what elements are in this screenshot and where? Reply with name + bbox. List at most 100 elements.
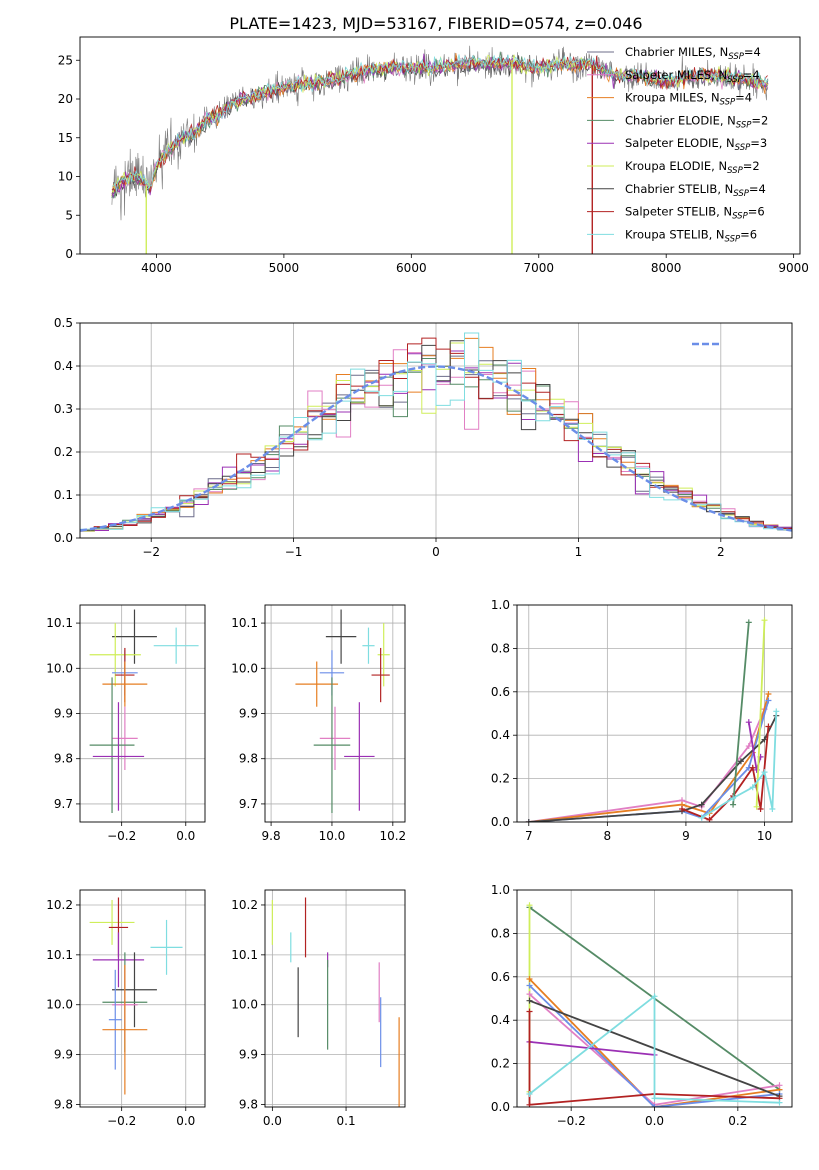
legend-label-sub: SSP — [727, 166, 743, 176]
plus-marker — [737, 758, 744, 765]
plus-marker — [526, 1090, 533, 1097]
plus-marker — [745, 619, 752, 626]
legend-label-sub: SSP — [725, 234, 741, 244]
legend-label-sub: SSP — [728, 52, 744, 62]
plus-marker — [525, 819, 532, 822]
legend-label-sub: SSP — [735, 143, 751, 153]
legend-label-text: Salpeter MILES, N — [625, 68, 727, 82]
legend-label: Salpeter ELODIE, NSSP=3 — [625, 136, 767, 153]
legend-label-n: =4 — [735, 91, 752, 105]
plus-marker — [730, 795, 737, 802]
x-tick-label: 0.1 — [337, 1114, 356, 1128]
legend-label-text: Kroupa STELIB, N — [625, 227, 725, 241]
x-tick-label: 9 — [682, 829, 690, 843]
panel-mass-vs-metallicity: −0.2 0.0 9.8 9.9 10.0 10.1 10.2 — [46, 889, 206, 1128]
plot-area — [111, 45, 769, 254]
legend-label-sub: SSP — [720, 98, 736, 108]
plus-marker — [698, 801, 705, 808]
histogram-kroupa-stelib — [80, 332, 792, 531]
plot-area — [89, 609, 199, 813]
y-tick-label: 9.7 — [239, 797, 258, 811]
plus-marker — [526, 1008, 533, 1015]
legend-label-text: Kroupa ELODIE, N — [625, 159, 727, 173]
y-tick-label: 10.0 — [231, 998, 258, 1012]
y-tick-label: 0.4 — [491, 728, 510, 742]
legend-label: Chabrier MILES, NSSP=4 — [625, 45, 761, 62]
plus-marker — [679, 805, 685, 812]
plus-marker — [757, 805, 764, 812]
plus-marker — [749, 764, 756, 771]
x-tick-label: 0.0 — [176, 1114, 195, 1128]
y-tick-label: 9.8 — [54, 752, 73, 766]
mass-weight-line — [701, 711, 778, 819]
axes-frame — [264, 604, 406, 823]
y-tick-label: 9.9 — [54, 1048, 73, 1062]
axes-frame — [79, 604, 206, 823]
legend-label-text: Chabrier ELODIE, N — [625, 113, 736, 127]
x-tick-label: 4000 — [141, 261, 172, 275]
mass-weight-line — [528, 708, 766, 822]
plus-marker — [745, 743, 752, 750]
legend-label-sub: SSP — [732, 212, 748, 222]
y-tick-label: 0.3 — [54, 402, 73, 416]
mass-weight-line — [528, 715, 778, 822]
plus-marker — [526, 991, 533, 998]
y-tick-label: 25 — [58, 53, 73, 67]
figure-title: PLATE=1423, MJD=53167, FIBERID=0574, z=0… — [229, 14, 642, 33]
panel-massweight-vs-age: 7 8 9 10 0.0 0.2 0.4 0.6 0.8 1.0 — [491, 598, 793, 843]
plus-marker — [761, 617, 768, 624]
x-tick-label: 6000 — [396, 261, 427, 275]
legend-label-text: Chabrier MILES, N — [625, 45, 728, 59]
axes-frame — [516, 604, 793, 823]
legend-label-n: =3 — [750, 136, 767, 150]
normal-curve — [80, 365, 792, 532]
y-tick-label: 1.0 — [491, 883, 510, 897]
plus-marker — [651, 993, 658, 1000]
y-tick-label: 10.2 — [231, 898, 258, 912]
plus-marker — [651, 1104, 658, 1107]
plus-marker — [769, 805, 776, 812]
y-tick-label: 9.9 — [54, 707, 73, 721]
histogram-salpeter-stelib — [80, 337, 792, 530]
x-tick-label: 9000 — [778, 261, 809, 275]
y-tick-label: 9.9 — [239, 1048, 258, 1062]
x-tick-label: 0.0 — [645, 1114, 664, 1128]
y-tick-label: 10.2 — [46, 898, 73, 912]
panel-spectrum: 4000 5000 6000 7000 8000 9000 0 5 10 15 20 25 Chabri… — [58, 36, 809, 275]
legend-label: Chabrier ELODIE, NSSP=2 — [625, 113, 768, 130]
y-tick-label: 0.2 — [491, 1057, 510, 1071]
y-tick-label: 10.1 — [46, 948, 73, 962]
plus-marker — [765, 697, 772, 704]
x-tick-label: 0 — [432, 545, 440, 559]
y-tick-label: 5 — [65, 208, 73, 222]
plus-marker — [651, 1095, 658, 1102]
y-tick-label: 0 — [65, 247, 73, 261]
plus-marker — [526, 975, 533, 982]
axes-frame — [79, 36, 801, 255]
y-tick-label: 10 — [58, 170, 73, 184]
x-tick-label: −0.2 — [107, 829, 136, 843]
x-tick-label: 9.8 — [262, 829, 281, 843]
panel-mass-vs-ebv: 0.0 0.1 9.8 9.9 10.0 10.1 10.2 — [231, 889, 406, 1128]
x-tick-label: 8000 — [651, 261, 682, 275]
plus-marker — [765, 723, 772, 730]
plot-area — [80, 332, 792, 532]
axes-frame — [516, 889, 793, 1108]
plus-marker — [526, 902, 533, 909]
legend-label-n: =4 — [749, 182, 766, 196]
y-tick-label: 0.8 — [491, 926, 510, 940]
legend-label-n: =2 — [751, 113, 768, 127]
y-tick-label: 9.8 — [239, 1098, 258, 1112]
y-tick-label: 15 — [58, 131, 73, 145]
y-tick-label: 20 — [58, 92, 73, 106]
x-tick-label: 10 — [757, 829, 772, 843]
legend-label-text: Kroupa MILES, N — [625, 91, 720, 105]
x-tick-label: 5000 — [269, 261, 300, 275]
plot-area — [89, 897, 183, 1095]
x-tick-label: 7 — [525, 829, 533, 843]
x-tick-label: 10.0 — [319, 829, 346, 843]
plus-marker — [776, 1099, 783, 1106]
plot-area — [526, 902, 783, 1107]
y-tick-label: 1.0 — [491, 598, 510, 612]
